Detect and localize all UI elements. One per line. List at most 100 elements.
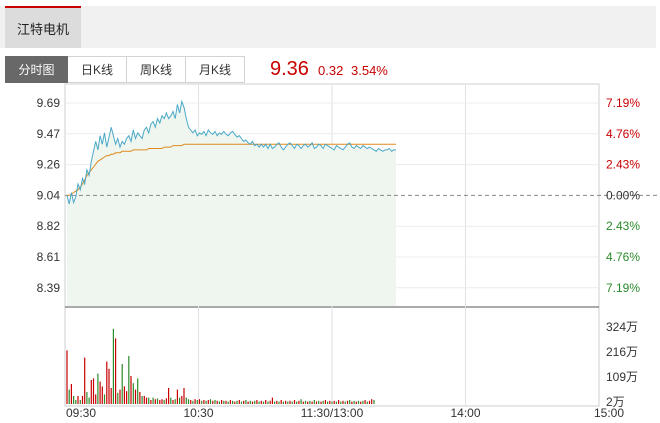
percent-tick-label: 2.43% — [606, 219, 640, 233]
volume-bar — [187, 399, 190, 404]
volume-bar — [161, 399, 163, 404]
volume-bar — [77, 396, 79, 404]
volume-bar — [176, 389, 178, 404]
stock-name-tab[interactable]: 江特电机 — [5, 6, 81, 48]
percent-tick-label: 4.76% — [606, 127, 640, 141]
tab-weekly-k[interactable]: 周K线 — [127, 56, 186, 83]
volume-tick-label: 324万 — [606, 320, 638, 334]
volume-bar — [373, 400, 375, 404]
volume-bar — [315, 401, 318, 404]
volume-tick-label: 216万 — [606, 345, 638, 359]
volume-bar — [302, 401, 304, 404]
volume-bar — [201, 400, 203, 404]
volume-bar — [260, 400, 262, 404]
volume-bar — [68, 389, 70, 404]
price-change: 0.32 — [318, 63, 344, 78]
volume-bar — [236, 400, 238, 404]
volume-bar — [97, 373, 99, 404]
price-line — [66, 99, 396, 205]
volume-bar — [243, 400, 245, 404]
volume-bar — [304, 400, 307, 404]
volume-bar — [247, 401, 249, 404]
volume-bar — [79, 400, 81, 404]
volume-bar — [190, 400, 192, 404]
volume-bar — [274, 401, 276, 404]
volume-bar — [168, 388, 170, 404]
volume-bar — [75, 400, 77, 404]
current-price: 9.36 — [270, 58, 309, 80]
price-area — [67, 101, 396, 306]
volume-bar — [300, 399, 302, 404]
volume-bar — [327, 401, 329, 404]
volume-bar — [225, 400, 227, 404]
volume-tick-label: 109万 — [606, 370, 638, 384]
volume-bar — [265, 400, 267, 404]
volume-bar — [203, 400, 205, 404]
volume-bar — [254, 400, 256, 404]
volume-bars — [66, 328, 375, 404]
volume-bar — [163, 400, 165, 404]
volume-tick-label: 2万 — [606, 395, 625, 409]
volume-bar — [92, 378, 95, 404]
time-tick-label: 10:30 — [183, 406, 213, 420]
volume-bar — [214, 400, 216, 404]
volume-bar — [148, 397, 150, 404]
volume-bar — [364, 400, 366, 404]
volume-bar — [296, 401, 298, 404]
volume-bar — [271, 397, 273, 404]
volume-bar — [307, 401, 309, 404]
price-tick-label: 8.61 — [37, 250, 61, 264]
volume-bar — [234, 401, 236, 404]
volume-bar — [108, 368, 110, 404]
volume-bar — [232, 400, 234, 404]
time-axis-labels: 09:30 10:30 11:30/13:00 14:00 15:00 — [66, 406, 624, 420]
volume-bar — [154, 399, 156, 404]
volume-bar — [276, 400, 278, 404]
volume-bar — [130, 376, 132, 404]
volume-bar — [216, 400, 218, 404]
price-axis-labels: 9.69 9.47 9.26 9.04 8.82 8.61 8.39 — [37, 96, 61, 295]
volume-bar — [287, 401, 289, 404]
volume-bar — [106, 361, 108, 404]
volume-bar — [119, 389, 121, 404]
volume-bar — [121, 364, 123, 404]
volume-bar — [196, 400, 198, 404]
price-tick-label: 9.04 — [37, 188, 61, 202]
volume-bar — [351, 401, 353, 404]
volume-bar — [227, 401, 229, 404]
volume-bar — [362, 400, 364, 404]
volume-bar — [322, 400, 324, 404]
volume-bar — [185, 397, 187, 404]
volume-bar — [357, 400, 360, 404]
volume-bar — [355, 401, 357, 404]
volume-bar — [152, 397, 154, 404]
volume-bar — [309, 400, 311, 404]
volume-bar — [256, 400, 258, 404]
volume-bar — [99, 381, 101, 404]
volume-bar — [117, 392, 119, 404]
volume-bar — [280, 400, 282, 404]
percent-tick-label: 2.43% — [606, 158, 640, 172]
volume-bar — [207, 400, 209, 404]
volume-bar — [139, 392, 141, 404]
volume-bar — [128, 356, 130, 404]
tab-monthly-k[interactable]: 月K线 — [186, 56, 245, 83]
tab-intraday[interactable]: 分时图 — [5, 56, 68, 83]
volume-bar — [313, 400, 315, 404]
volume-bar — [278, 401, 280, 404]
volume-bar — [86, 392, 88, 404]
volume-bar — [344, 401, 346, 404]
volume-bar — [342, 400, 344, 404]
time-tick-label: 14:00 — [450, 406, 480, 420]
volume-bar — [183, 388, 185, 404]
volume-bar — [165, 398, 167, 404]
percent-axis-labels: 7.19% 4.76% 2.43% 0.00% 2.43% 4.76% 7.19% — [606, 96, 640, 295]
volume-bar — [320, 401, 322, 404]
volume-bar — [340, 401, 342, 404]
stock-header-bar: 江特电机 — [0, 6, 656, 48]
volume-bar — [338, 400, 340, 404]
tab-daily-k[interactable]: 日K线 — [68, 56, 127, 83]
volume-bar — [298, 400, 300, 404]
volume-bar — [150, 400, 152, 404]
